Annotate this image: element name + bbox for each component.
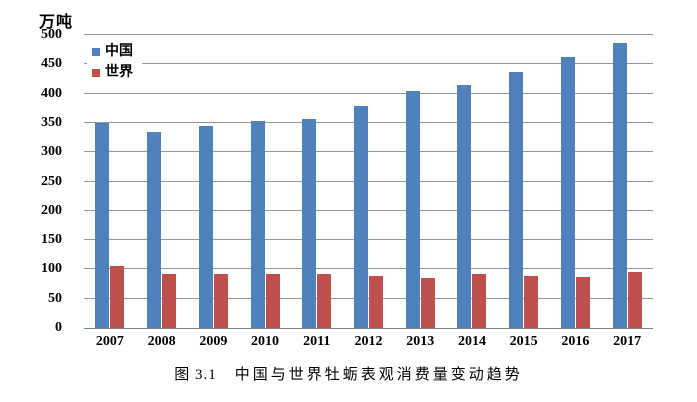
gridline-150: [84, 239, 653, 241]
bar-china-2017: [613, 43, 627, 328]
x-tick-label-2010: 2010: [251, 334, 280, 349]
bar-china-2011: [302, 119, 316, 328]
y-axis-unit-label: 万吨: [39, 14, 74, 31]
gridline-200: [84, 209, 653, 211]
gridline-250: [84, 180, 653, 182]
bar-world-2015: [524, 276, 538, 328]
y-tick-label-50: 50: [48, 290, 62, 306]
bar-world-2012: [369, 276, 383, 328]
gridline-300: [84, 151, 653, 153]
gridline-100: [84, 268, 653, 270]
bar-china-2008: [147, 132, 161, 328]
x-tick-label-2011: 2011: [303, 334, 331, 349]
bar-china-2014: [457, 85, 471, 328]
bar-china-2012: [354, 106, 368, 328]
bar-world-2014: [472, 274, 486, 328]
bar-world-2011: [317, 274, 331, 328]
x-tick-label-2015: 2015: [509, 334, 538, 349]
x-tick-label-2007: 2007: [95, 334, 124, 349]
y-tick-label-0: 0: [55, 320, 62, 335]
legend-swatch-china: [92, 48, 100, 56]
y-tick-label-450: 450: [41, 56, 62, 72]
bar-world-2008: [162, 274, 176, 328]
bar-china-2007: [95, 123, 109, 328]
bar-china-2015: [509, 72, 523, 328]
plot-area: [84, 34, 653, 329]
x-tick-label-2009: 2009: [199, 334, 228, 349]
gridline-400: [84, 92, 653, 94]
y-tick-label-300: 300: [41, 144, 62, 160]
bar-china-2016: [561, 57, 575, 328]
x-axis-line: [84, 328, 653, 329]
bar-world-2016: [576, 277, 590, 328]
legend-swatch-world: [92, 69, 100, 77]
gridline-500: [84, 34, 653, 35]
x-tick-label-2012: 2012: [354, 334, 383, 349]
bar-world-2007: [110, 266, 124, 328]
x-tick-label-2017: 2017: [613, 334, 642, 349]
gridline-450: [84, 63, 653, 65]
legend: 中国 世界: [87, 41, 142, 85]
legend-label-china: 中国: [105, 44, 133, 59]
y-tick-label-100: 100: [41, 261, 62, 277]
bar-world-2010: [266, 274, 280, 328]
y-tick-label-500: 500: [41, 27, 62, 42]
bar-world-2013: [421, 278, 435, 328]
gridline-350: [84, 121, 653, 123]
legend-item-world: 世界: [92, 64, 133, 82]
y-tick-label-250: 250: [41, 173, 62, 189]
figure-caption: 图 3.1 中国与世界牡蛎表观消费量变动趋势: [0, 363, 697, 384]
figure-caption-number: 图 3.1: [174, 367, 217, 383]
bar-world-2017: [628, 272, 642, 328]
y-tick-label-400: 400: [41, 85, 62, 101]
x-tick-label-2014: 2014: [457, 334, 486, 349]
gridline-50: [84, 297, 653, 299]
figure-caption-title: 中国与世界牡蛎表观消费量变动趋势: [234, 367, 523, 383]
x-tick-label-2008: 2008: [147, 334, 176, 349]
x-tick-label-2013: 2013: [406, 334, 435, 349]
bar-china-2010: [251, 121, 265, 328]
legend-item-china: 中国: [92, 43, 133, 61]
bar-world-2009: [214, 274, 228, 328]
x-tick-label-2016: 2016: [561, 334, 590, 349]
bar-china-2009: [199, 126, 213, 328]
y-tick-label-200: 200: [41, 202, 62, 218]
y-tick-label-350: 350: [41, 114, 62, 130]
y-tick-label-150: 150: [41, 232, 62, 248]
legend-label-world: 世界: [105, 65, 133, 80]
bar-china-2013: [406, 91, 420, 328]
